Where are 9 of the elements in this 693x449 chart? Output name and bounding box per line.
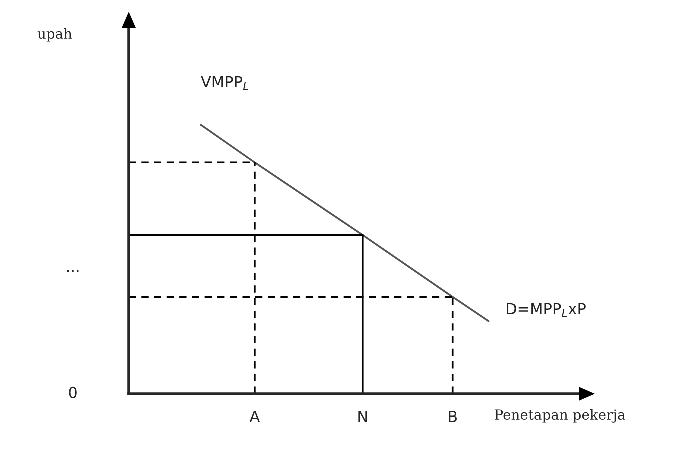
text: ... bbox=[67, 270, 79, 272]
x-tick-label: N bbox=[358, 411, 368, 422]
x-tick-label: B bbox=[449, 411, 458, 422]
x-tick-label: A bbox=[250, 411, 260, 422]
text: upah bbox=[38, 28, 72, 42]
x-axis-title: Penetapan pekerja bbox=[495, 409, 626, 423]
text: 0 bbox=[69, 386, 77, 398]
text: VMPP$_{L}$ bbox=[201, 76, 248, 90]
annotation: D=MPP$_{L}$xP bbox=[507, 303, 586, 317]
